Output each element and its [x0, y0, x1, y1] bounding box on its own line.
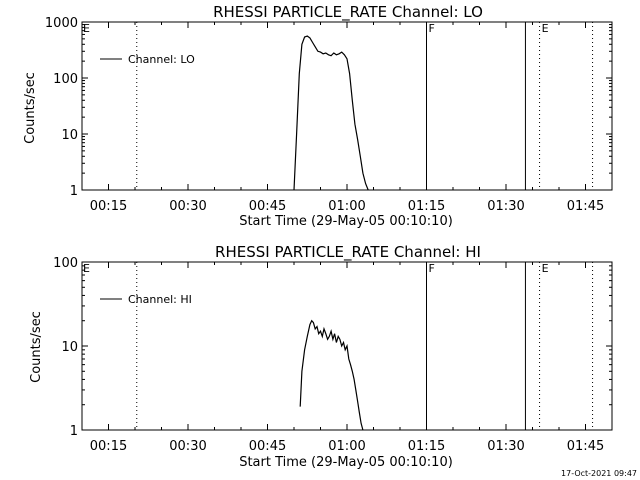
x-tick-label: 01:45 — [567, 439, 604, 454]
x-tick-label: 01:00 — [328, 439, 365, 454]
event-label: F — [429, 22, 435, 35]
y-tick-label: 10 — [61, 340, 78, 355]
legend-label: Channel: HI — [128, 293, 192, 306]
x-tick-label: 01:15 — [408, 199, 445, 214]
x-tick-label: 00:45 — [249, 199, 286, 214]
x-tick-label: 01:45 — [567, 199, 604, 214]
panel-lo: RHESSI PARTICLE_RATE Channel: LO Counts/… — [23, 3, 613, 229]
event-label: F — [429, 262, 435, 275]
x-tick-label: 01:30 — [487, 199, 524, 214]
chart-title: RHESSI PARTICLE_RATE Channel: HI — [215, 243, 481, 262]
y-tick-label: 100 — [53, 72, 78, 87]
event-label: E — [542, 262, 549, 275]
event-label: E — [83, 262, 90, 275]
chart-title: RHESSI PARTICLE_RATE Channel: LO — [213, 3, 483, 22]
series-line — [293, 35, 369, 191]
event-label: E — [83, 22, 90, 35]
event-label: E — [542, 22, 549, 35]
x-tick-label: 00:15 — [90, 199, 127, 214]
series-line — [299, 319, 364, 431]
y-axis-label: Counts/sec — [23, 72, 38, 144]
x-tick-label: 01:30 — [487, 439, 524, 454]
plot-frame — [81, 21, 613, 191]
x-tick-label: 00:30 — [169, 199, 206, 214]
y-tick-label: 1 — [70, 424, 78, 439]
y-tick-label: 100 — [53, 256, 78, 271]
x-tick-label: 01:15 — [408, 439, 445, 454]
timestamp: 17-Oct-2021 09:47 — [561, 469, 637, 478]
x-tick-label: 00:45 — [249, 439, 286, 454]
x-axis-label: Start Time (29-May-05 00:10:10) — [239, 214, 453, 229]
x-axis-label: Start Time (29-May-05 00:10:10) — [239, 455, 453, 470]
y-tick-label: 1 — [70, 184, 78, 199]
y-tick-label: 10 — [61, 128, 78, 143]
panel-hi: RHESSI PARTICLE_RATE Channel: HI Counts/… — [29, 243, 613, 470]
y-axis-label: Counts/sec — [29, 311, 44, 383]
legend-label: Channel: LO — [128, 53, 195, 66]
plot-area: 00:15 00:30 00:45 01:00 01:15 01:30 01:45 1 10 10… — [45, 16, 613, 214]
x-tick-label: 00:15 — [90, 439, 127, 454]
x-tick-label: 00:30 — [169, 439, 206, 454]
plot-area: 00:15 00:30 00:45 01:00 01:15 01:30 01:45 1 10 10… — [53, 256, 613, 454]
x-tick-label: 01:00 — [328, 199, 365, 214]
y-tick-label: 1000 — [45, 16, 78, 31]
